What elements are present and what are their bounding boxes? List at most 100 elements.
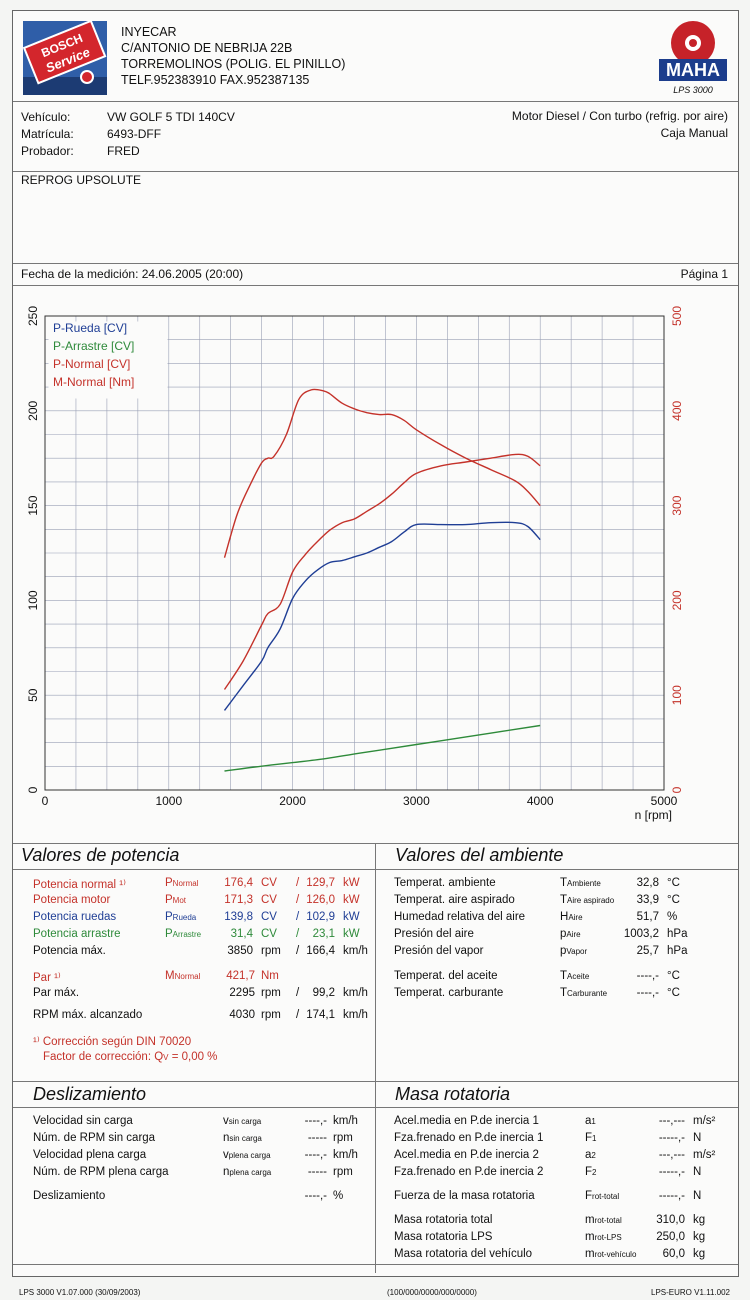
report-frame: BOSCH Service INYECAR C/ANTONIO DE NEBRI… xyxy=(12,10,739,1297)
y-right-tick-label: 0 xyxy=(670,786,684,793)
ambient-row-symbol-sub: Aceite xyxy=(567,972,590,981)
ambient-row-unit: °C xyxy=(667,877,680,889)
ambient-row-symbol: pVapor xyxy=(560,945,587,957)
mass-row-symbol-main: m xyxy=(585,1248,595,1260)
legend-entry: M-Normal [Nm] xyxy=(53,375,134,389)
max-rpm-speed-unit: km/h xyxy=(343,1009,368,1021)
slip-row-label: Deslizamiento xyxy=(33,1190,106,1202)
y-left-tick-label: 0 xyxy=(26,786,40,793)
vehicle-info: Vehículo: VW GOLF 5 TDI 140CV Matrícula: 6… xyxy=(13,101,738,172)
mass-row-value: 60,0 xyxy=(662,1248,685,1260)
power-row-value1: 171,3 xyxy=(224,894,253,906)
ambient-row-unit: °C xyxy=(667,894,680,906)
mass-row-label: Masa rotatoria del vehículo xyxy=(394,1248,533,1260)
y-right-tick-label: 300 xyxy=(670,495,684,515)
power-row-unit1: CV xyxy=(261,911,277,923)
max-torque-speed-unit: km/h xyxy=(343,987,368,999)
mass-row-symbol-sub: 2 xyxy=(591,1151,596,1160)
torque-symbol: MNormal xyxy=(165,970,200,982)
power-row-value2: 23,1 xyxy=(312,928,335,940)
mass-row-unit: N xyxy=(693,1190,702,1202)
power-row-unit1: CV xyxy=(261,894,277,906)
legend-box xyxy=(48,321,168,399)
mass-row-symbol: F2 xyxy=(585,1166,596,1178)
slip-row-symbol-sub: plena carga xyxy=(229,1168,272,1177)
power-row-unit1: CV xyxy=(261,877,277,889)
max-torque-sep: / xyxy=(296,987,300,999)
power-row-value1: 3850 xyxy=(227,945,253,957)
x-tick-label: 4000 xyxy=(527,794,554,808)
ambient-row-symbol-sub: Carburante xyxy=(567,989,608,998)
ambient-row-symbol: TAceite xyxy=(560,970,589,982)
power-row-unit2: kW xyxy=(343,877,360,889)
slip-row-symbol-sub: sin carga xyxy=(228,1117,262,1126)
ambient-row-value: 32,8 xyxy=(636,877,659,889)
slip-row-label: Núm. de RPM plena carga xyxy=(33,1166,169,1178)
ambient-row-label: Temperat. carburante xyxy=(394,987,504,999)
maha-logo: MAHA LPS 3000 xyxy=(659,21,727,95)
ambient-row-symbol-main: p xyxy=(560,928,567,940)
power-row-value2: 102,9 xyxy=(306,911,335,923)
plate-row: Matrícula: 6493-DFF xyxy=(21,127,161,141)
ambient-row-symbol-sub: Aire xyxy=(566,930,581,939)
y-right-tick-label: 500 xyxy=(670,306,684,326)
mass-row-unit: kg xyxy=(693,1231,706,1243)
power-row-symbol-main: P xyxy=(165,911,173,923)
slip-row-symbol: nsin carga xyxy=(223,1132,262,1144)
ambient-row-label: Presión del vapor xyxy=(394,945,484,957)
mass-row-label: Fza.frenado en P.de inercia 2 xyxy=(394,1166,544,1178)
maha-brand-text: MAHA xyxy=(666,60,720,80)
power-row-symbol-sub: Arrastre xyxy=(172,930,202,939)
power-row-symbol-main: P xyxy=(165,928,173,940)
ambient-row-symbol-main: T xyxy=(560,877,568,889)
y-right-tick-label: 200 xyxy=(670,590,684,610)
y-right-tick-label: 100 xyxy=(670,685,684,705)
divider-results-middle xyxy=(375,843,376,1273)
legend-entry: P-Rueda [CV] xyxy=(53,321,127,335)
mass-row-symbol: mrot-LPS xyxy=(585,1231,622,1243)
mass-row-symbol-main: F xyxy=(585,1132,593,1144)
power-row-unit2: kW xyxy=(343,911,360,923)
divider-results-bottom xyxy=(13,1264,738,1265)
ambient-row-unit: hPa xyxy=(667,945,688,957)
ambient-row-symbol-sub: Aire xyxy=(568,913,583,922)
ambient-row-label: Presión del aire xyxy=(394,928,474,940)
vehicle-value: VW GOLF 5 TDI 140CV xyxy=(107,110,235,124)
ambient-row-symbol: pAire xyxy=(560,928,581,940)
ambient-row-symbol-main: T xyxy=(560,894,568,906)
y-left-tick-label: 150 xyxy=(26,495,40,515)
y-left-tick-label: 250 xyxy=(26,306,40,326)
series-line-m-normal-nm xyxy=(223,388,541,558)
torque-unit: Nm xyxy=(261,970,279,982)
mass-row-symbol-sub: 1 xyxy=(592,1134,597,1143)
ambient-row-symbol-sub: Ambiente xyxy=(567,879,601,888)
max-rpm-unit: rpm xyxy=(261,1009,281,1021)
mass-row-label: Masa rotatoria LPS xyxy=(394,1231,493,1243)
chart-series xyxy=(223,388,541,772)
bosch-service-logo: BOSCH Service xyxy=(22,19,107,95)
series-line-p-rueda-cv xyxy=(223,521,541,711)
ambient-values-title: Valores del ambiente xyxy=(395,845,564,865)
ambient-row-value: 25,7 xyxy=(636,945,659,957)
power-row-symbol: PNormal xyxy=(165,877,198,889)
ambient-row-unit: hPa xyxy=(667,928,688,940)
mass-row-label: Acel.media en P.de inercia 1 xyxy=(394,1115,539,1127)
mass-row-symbol-sub: 2 xyxy=(592,1168,597,1177)
slip-row-value: ----- xyxy=(307,1132,327,1144)
mass-row-unit: kg xyxy=(693,1214,706,1226)
measurement-date: Fecha de la medición: 24.06.2005 (20:00) xyxy=(21,267,244,281)
power-row-value2: 129,7 xyxy=(306,877,335,889)
ambient-row-unit: % xyxy=(667,911,678,923)
power-row-value1: 139,8 xyxy=(224,911,253,923)
torque-symbol-main: M xyxy=(165,970,175,982)
power-row-sep: / xyxy=(296,894,300,906)
slip-row-unit: km/h xyxy=(333,1149,358,1161)
mass-row-symbol-sub: rot-total xyxy=(592,1192,620,1201)
slip-row-symbol: vplena carga xyxy=(223,1149,271,1161)
slip-title: Deslizamiento xyxy=(33,1084,147,1104)
vehicle-label: Vehículo: xyxy=(21,110,71,124)
power-row-symbol-sub: Rueda xyxy=(172,913,197,922)
power-row-symbol-main: P xyxy=(165,877,173,889)
ambient-row-symbol: TAmbiente xyxy=(560,877,601,889)
